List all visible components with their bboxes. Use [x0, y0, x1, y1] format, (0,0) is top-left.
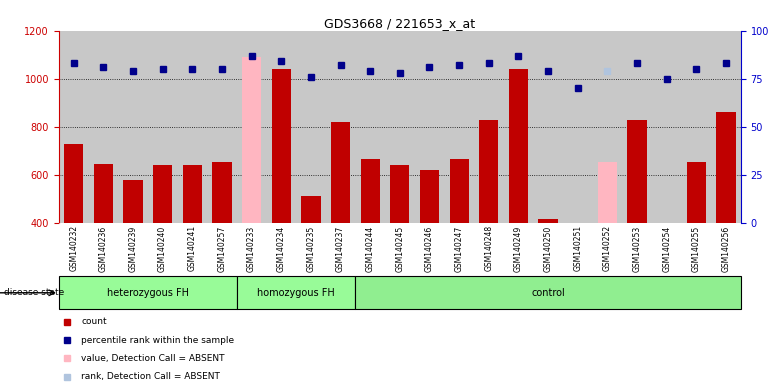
Bar: [64, 144, 83, 223]
Text: GSM140251: GSM140251: [573, 225, 583, 271]
Bar: [390, 165, 409, 223]
Bar: [568, 223, 587, 308]
Bar: [123, 180, 143, 223]
Bar: [355, 276, 741, 309]
Text: GSM140244: GSM140244: [365, 225, 375, 271]
Bar: [183, 165, 202, 223]
Text: GSM140241: GSM140241: [187, 225, 197, 271]
Text: GSM140237: GSM140237: [336, 225, 345, 271]
Bar: [237, 276, 355, 309]
Bar: [361, 159, 379, 223]
Bar: [301, 196, 321, 223]
Text: value, Detection Call = ABSENT: value, Detection Call = ABSENT: [82, 354, 225, 363]
Bar: [93, 164, 113, 223]
Text: GSM140232: GSM140232: [69, 225, 78, 271]
Text: rank, Detection Call = ABSENT: rank, Detection Call = ABSENT: [82, 372, 220, 381]
Text: GSM140239: GSM140239: [129, 225, 137, 271]
Text: GSM140252: GSM140252: [603, 225, 612, 271]
Bar: [687, 162, 706, 223]
Text: GSM140253: GSM140253: [633, 225, 641, 271]
Text: GSM140255: GSM140255: [692, 225, 701, 271]
Bar: [153, 165, 172, 223]
Text: count: count: [82, 318, 107, 326]
Text: GSM140249: GSM140249: [514, 225, 523, 271]
Text: GSM140233: GSM140233: [247, 225, 256, 271]
Text: GSM140246: GSM140246: [425, 225, 434, 271]
Text: GSM140236: GSM140236: [99, 225, 107, 271]
Text: GSM140257: GSM140257: [217, 225, 227, 271]
Text: GSM140250: GSM140250: [543, 225, 553, 271]
Bar: [627, 119, 647, 223]
Text: control: control: [532, 288, 565, 298]
Bar: [420, 170, 439, 223]
Bar: [509, 69, 528, 223]
Text: disease state: disease state: [4, 288, 64, 297]
Bar: [657, 223, 677, 276]
Text: GSM140254: GSM140254: [662, 225, 671, 271]
Bar: [271, 69, 291, 223]
Text: heterozygous FH: heterozygous FH: [107, 288, 189, 298]
Text: GSM140247: GSM140247: [455, 225, 463, 271]
Text: GSM140248: GSM140248: [485, 225, 493, 271]
Bar: [331, 122, 350, 223]
Bar: [242, 57, 261, 223]
Bar: [597, 162, 617, 223]
Bar: [59, 276, 237, 309]
Bar: [539, 219, 557, 223]
Text: homozygous FH: homozygous FH: [257, 288, 335, 298]
Text: GSM140235: GSM140235: [307, 225, 315, 271]
Text: GSM140234: GSM140234: [277, 225, 285, 271]
Text: GSM140240: GSM140240: [158, 225, 167, 271]
Bar: [717, 113, 735, 223]
Text: GSM140256: GSM140256: [721, 225, 731, 271]
Bar: [479, 119, 499, 223]
Bar: [212, 162, 231, 223]
Text: percentile rank within the sample: percentile rank within the sample: [82, 336, 234, 345]
Text: GSM140245: GSM140245: [395, 225, 405, 271]
Bar: [449, 159, 469, 223]
Title: GDS3668 / 221653_x_at: GDS3668 / 221653_x_at: [325, 17, 475, 30]
